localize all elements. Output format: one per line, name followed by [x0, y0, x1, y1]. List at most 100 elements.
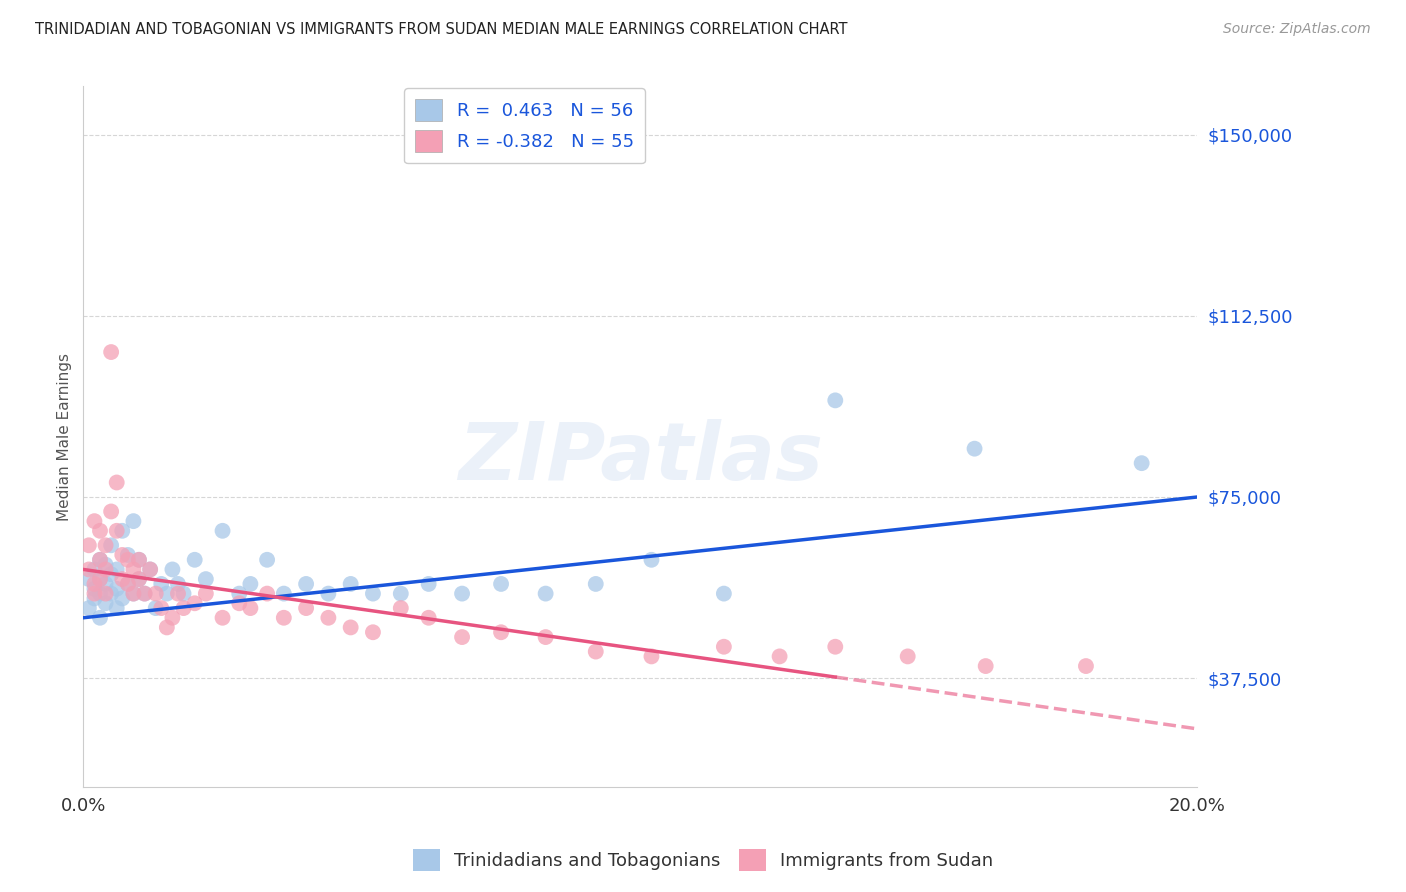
- Point: [89, 572, 111, 586]
- Point: [83, 562, 105, 576]
- Y-axis label: Median Male Earnings: Median Male Earnings: [58, 352, 72, 521]
- Text: ZIPatlas: ZIPatlas: [458, 418, 823, 497]
- Point: [89, 572, 111, 586]
- Point: [117, 553, 139, 567]
- Point: [89, 611, 111, 625]
- Point: [228, 586, 250, 600]
- Point: [77, 601, 100, 615]
- Point: [256, 586, 278, 600]
- Point: [83, 514, 105, 528]
- Point: [111, 524, 134, 538]
- Point: [534, 630, 557, 644]
- Point: [256, 553, 278, 567]
- Point: [156, 586, 179, 600]
- Point: [389, 601, 412, 615]
- Point: [100, 567, 122, 582]
- Point: [117, 577, 139, 591]
- Point: [100, 538, 122, 552]
- Point: [77, 572, 100, 586]
- Point: [162, 562, 184, 576]
- Point: [89, 524, 111, 538]
- Legend: Trinidadians and Tobagonians, Immigrants from Sudan: Trinidadians and Tobagonians, Immigrants…: [405, 842, 1001, 879]
- Point: [111, 548, 134, 562]
- Point: [128, 572, 150, 586]
- Point: [83, 591, 105, 606]
- Point: [128, 553, 150, 567]
- Point: [713, 586, 735, 600]
- Point: [150, 601, 173, 615]
- Point: [211, 611, 233, 625]
- Point: [183, 596, 205, 610]
- Point: [83, 582, 105, 596]
- Point: [150, 577, 173, 591]
- Point: [295, 601, 318, 615]
- Point: [139, 562, 162, 576]
- Point: [89, 553, 111, 567]
- Point: [100, 345, 122, 359]
- Point: [122, 586, 145, 600]
- Point: [389, 586, 412, 600]
- Point: [768, 649, 790, 664]
- Text: Source: ZipAtlas.com: Source: ZipAtlas.com: [1223, 22, 1371, 37]
- Point: [194, 586, 217, 600]
- Point: [94, 586, 117, 600]
- Point: [418, 611, 440, 625]
- Point: [640, 649, 662, 664]
- Point: [162, 611, 184, 625]
- Point: [451, 630, 474, 644]
- Point: [974, 659, 997, 673]
- Point: [105, 582, 128, 596]
- Point: [824, 640, 846, 654]
- Point: [585, 577, 607, 591]
- Point: [713, 640, 735, 654]
- Point: [122, 514, 145, 528]
- Point: [94, 558, 117, 572]
- Point: [451, 586, 474, 600]
- Point: [489, 625, 512, 640]
- Point: [94, 596, 117, 610]
- Point: [273, 611, 295, 625]
- Point: [111, 591, 134, 606]
- Point: [100, 504, 122, 518]
- Point: [1130, 456, 1153, 470]
- Point: [173, 601, 195, 615]
- Point: [122, 562, 145, 576]
- Point: [585, 644, 607, 658]
- Point: [83, 577, 105, 591]
- Point: [228, 596, 250, 610]
- Point: [194, 572, 217, 586]
- Point: [89, 553, 111, 567]
- Point: [139, 562, 162, 576]
- Point: [361, 586, 384, 600]
- Point: [897, 649, 920, 664]
- Point: [640, 553, 662, 567]
- Point: [105, 601, 128, 615]
- Point: [111, 572, 134, 586]
- Point: [318, 586, 340, 600]
- Point: [83, 586, 105, 600]
- Point: [94, 577, 117, 591]
- Point: [89, 586, 111, 600]
- Point: [122, 586, 145, 600]
- Point: [145, 601, 167, 615]
- Point: [239, 601, 262, 615]
- Point: [117, 548, 139, 562]
- Point: [128, 572, 150, 586]
- Point: [94, 538, 117, 552]
- Point: [963, 442, 986, 456]
- Point: [145, 586, 167, 600]
- Point: [105, 475, 128, 490]
- Point: [211, 524, 233, 538]
- Point: [239, 577, 262, 591]
- Point: [105, 524, 128, 538]
- Point: [100, 586, 122, 600]
- Point: [418, 577, 440, 591]
- Point: [273, 586, 295, 600]
- Point: [339, 620, 361, 634]
- Point: [128, 553, 150, 567]
- Point: [489, 577, 512, 591]
- Point: [295, 577, 318, 591]
- Point: [77, 562, 100, 576]
- Point: [77, 538, 100, 552]
- Point: [183, 553, 205, 567]
